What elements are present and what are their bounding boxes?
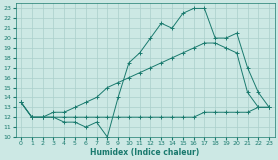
X-axis label: Humidex (Indice chaleur): Humidex (Indice chaleur) bbox=[90, 148, 200, 156]
